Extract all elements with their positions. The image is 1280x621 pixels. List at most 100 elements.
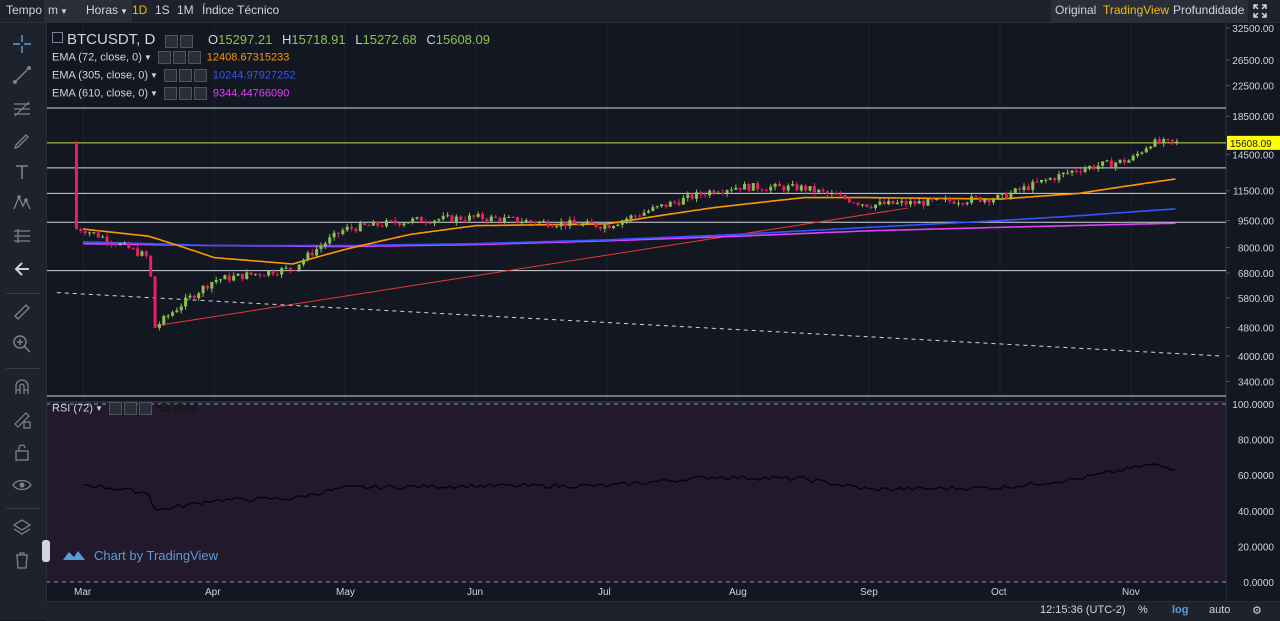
ema72-value: 12408.67315233 bbox=[206, 51, 290, 64]
candle bbox=[262, 275, 266, 277]
candle bbox=[101, 236, 105, 238]
rsi-legend[interactable]: RSI (72) ▼ 63.6016 bbox=[52, 402, 198, 415]
candle bbox=[572, 219, 576, 224]
magnet-icon[interactable] bbox=[10, 375, 34, 399]
candle bbox=[402, 223, 406, 226]
crosshair-icon[interactable] bbox=[10, 32, 34, 56]
indicators-button[interactable]: Índice Técnico bbox=[202, 3, 280, 17]
candle bbox=[297, 264, 301, 270]
trendline-icon[interactable] bbox=[10, 63, 34, 87]
fullscreen-icon[interactable] bbox=[1252, 0, 1270, 22]
candle bbox=[948, 198, 952, 202]
candle bbox=[1136, 153, 1140, 156]
candle bbox=[1066, 172, 1070, 174]
candle bbox=[590, 221, 594, 224]
candle bbox=[655, 206, 659, 208]
candle bbox=[140, 251, 144, 256]
layers-icon[interactable] bbox=[10, 515, 34, 539]
chevron-down-icon: ▼ bbox=[60, 7, 68, 16]
candle bbox=[502, 217, 506, 222]
price-tick-label: 3400.00 bbox=[1238, 378, 1275, 389]
legend: BTCUSDT, D O15297.21 H15718.91 L15272.68… bbox=[52, 31, 490, 48]
candle bbox=[227, 275, 231, 281]
trash-icon[interactable] bbox=[10, 548, 34, 572]
candle bbox=[459, 216, 463, 220]
tradingview-logo-icon bbox=[63, 551, 85, 560]
fib-icon[interactable] bbox=[10, 97, 34, 121]
ema610-legend[interactable]: EMA (610, close, 0) ▼ 9344.44766090 bbox=[52, 87, 290, 100]
candle bbox=[712, 190, 716, 194]
candle bbox=[240, 273, 244, 280]
low-value: 15272.68 bbox=[362, 32, 417, 47]
tradingview-watermark[interactable]: Chart by TradingView bbox=[62, 546, 218, 564]
collapse-handle[interactable] bbox=[42, 540, 50, 562]
interval-select[interactable]: m ▼ bbox=[44, 0, 84, 22]
candle bbox=[1162, 139, 1166, 144]
ruler-icon[interactable] bbox=[10, 300, 34, 324]
legend-buttons[interactable] bbox=[164, 34, 195, 48]
candle bbox=[358, 223, 362, 232]
view-tradingview[interactable]: TradingView bbox=[1099, 0, 1174, 22]
candle bbox=[908, 201, 912, 205]
view-original[interactable]: Original bbox=[1051, 0, 1101, 22]
text-icon[interactable] bbox=[10, 160, 34, 184]
candle bbox=[900, 201, 904, 203]
hours-select[interactable]: Horas ▼ bbox=[82, 0, 132, 22]
brush-icon[interactable] bbox=[10, 129, 34, 153]
ema305-legend[interactable]: EMA (305, close, 0) ▼ 10244.97927252 bbox=[52, 69, 296, 82]
zoom-icon[interactable] bbox=[10, 332, 34, 356]
candle bbox=[131, 248, 135, 250]
candle bbox=[612, 226, 616, 229]
candle bbox=[607, 225, 611, 229]
pattern-icon[interactable] bbox=[10, 191, 34, 215]
period-1m[interactable]: 1M bbox=[177, 3, 194, 17]
eye-icon[interactable] bbox=[10, 473, 34, 497]
view-depth[interactable]: Profundidade bbox=[1169, 0, 1249, 22]
lock-icon[interactable] bbox=[10, 440, 34, 464]
ema72-legend[interactable]: EMA (72, close, 0) ▼ 12408.67315233 bbox=[52, 51, 290, 64]
percent-toggle[interactable]: % bbox=[1138, 604, 1148, 616]
candle bbox=[638, 215, 642, 217]
candle bbox=[795, 184, 799, 191]
candle bbox=[852, 202, 856, 204]
candle bbox=[856, 202, 860, 205]
candle bbox=[1153, 139, 1157, 147]
candle bbox=[398, 223, 402, 226]
candle bbox=[302, 259, 306, 265]
candle bbox=[620, 220, 624, 225]
candle bbox=[1088, 166, 1092, 169]
candle bbox=[533, 221, 537, 224]
settings-icon[interactable]: ⚙ bbox=[1252, 605, 1262, 617]
candle bbox=[681, 197, 685, 205]
auto-toggle[interactable]: auto bbox=[1209, 604, 1231, 616]
candle bbox=[1170, 139, 1174, 142]
candle bbox=[232, 275, 236, 281]
price-tick-label: 6800.00 bbox=[1238, 269, 1275, 280]
period-1d[interactable]: 1D bbox=[132, 3, 148, 17]
candle bbox=[253, 273, 257, 275]
candle bbox=[843, 195, 847, 199]
candle bbox=[830, 193, 834, 195]
candle bbox=[481, 213, 485, 220]
candle bbox=[646, 210, 650, 213]
candle bbox=[88, 232, 92, 234]
log-toggle[interactable]: log bbox=[1172, 604, 1189, 616]
lock-drawing-icon[interactable] bbox=[10, 408, 34, 432]
forecast-icon[interactable] bbox=[10, 224, 34, 248]
time-tick-label: Mar bbox=[74, 587, 92, 598]
last-price-label: 15608.09 bbox=[1230, 139, 1272, 150]
candle bbox=[826, 191, 830, 194]
candle bbox=[236, 273, 240, 276]
collapse-legend-icon[interactable] bbox=[52, 32, 63, 43]
candle bbox=[777, 183, 781, 187]
candle bbox=[315, 249, 319, 256]
candle bbox=[747, 183, 751, 191]
candle bbox=[904, 201, 908, 205]
price-tick-label: 9500.00 bbox=[1238, 217, 1275, 228]
period-1s[interactable]: 1S bbox=[155, 3, 170, 17]
back-arrow-icon[interactable] bbox=[10, 257, 34, 281]
candle bbox=[913, 201, 917, 204]
candle bbox=[384, 220, 388, 227]
price-tick-label: 26500.00 bbox=[1232, 56, 1274, 67]
